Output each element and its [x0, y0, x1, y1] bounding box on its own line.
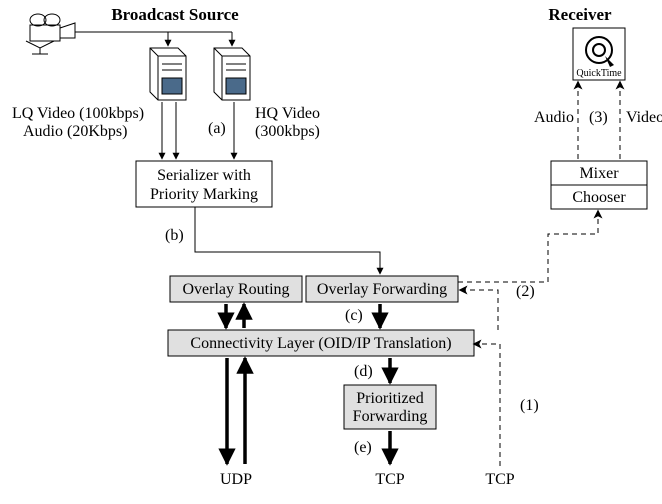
serializer-line2: Priority Marking: [150, 186, 258, 203]
label-hq-video: HQ Video: [255, 105, 320, 122]
label-lq-video: LQ Video (100kbps): [12, 105, 144, 122]
step-1: (1): [520, 397, 539, 414]
step-2: (2): [516, 283, 535, 300]
label-audio-rate: Audio (20Kbps): [23, 123, 127, 140]
edge-conn-to-oforward-dash: [460, 290, 498, 330]
pf-line1: Prioritized: [356, 390, 424, 407]
edge-oforward-to-chooser: [458, 211, 598, 282]
connectivity-label: Connectivity Layer (OID/IP Translation): [190, 335, 451, 352]
step-d: (d): [354, 363, 373, 380]
title-broadcast-source: Broadcast Source: [111, 5, 239, 24]
overlay-routing-label: Overlay Routing: [182, 281, 289, 298]
server-left-icon: [150, 48, 186, 100]
label-tcp-right: TCP: [485, 471, 514, 488]
overlay-forwarding-label: Overlay Forwarding: [317, 281, 447, 298]
pf-line2: Forwarding: [353, 408, 428, 425]
step-b: (b): [165, 227, 184, 244]
rx-video-label: Video: [626, 109, 662, 126]
edge-serializer-to-oforward: [195, 207, 380, 274]
label-udp: UDP: [220, 471, 252, 488]
mixer-label: Mixer: [579, 165, 619, 182]
serializer-line1: Serializer with: [157, 167, 251, 184]
step-3: (3): [589, 109, 608, 126]
edge-tcp-to-conn: [474, 344, 500, 466]
title-receiver: Receiver: [548, 5, 612, 24]
server-right-icon: [214, 48, 250, 100]
camera-icon: [26, 14, 75, 54]
rx-audio-label: Audio: [534, 109, 574, 126]
quicktime-label: QuickTime: [576, 68, 622, 79]
label-hq-rate: (300kbps): [255, 123, 320, 140]
step-e: (e): [354, 439, 372, 456]
label-tcp-left: TCP: [375, 471, 404, 488]
chooser-label: Chooser: [572, 189, 626, 206]
step-a: (a): [208, 120, 226, 137]
step-c: (c): [345, 307, 363, 324]
